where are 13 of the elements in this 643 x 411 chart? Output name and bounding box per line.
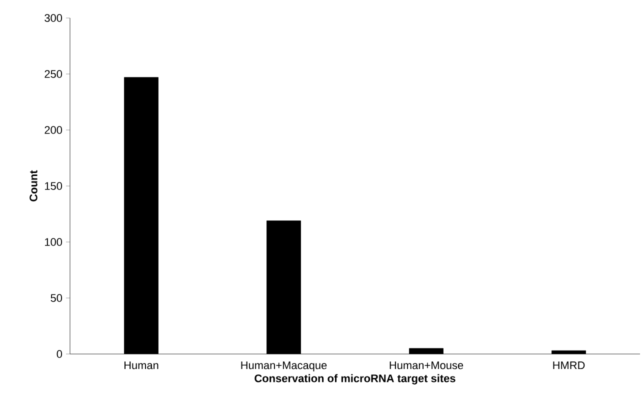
y-tick-label: 0: [56, 350, 62, 358]
x-tick-label: Human+Macaque: [241, 362, 327, 372]
y-tick-label: 300: [44, 14, 62, 22]
y-tick-label: 50: [50, 294, 62, 302]
y-axis-title: Count: [30, 170, 38, 202]
x-axis-title: Conservation of microRNA target sites: [254, 374, 456, 384]
y-tick-label: 200: [44, 126, 62, 134]
y-tick-label: 100: [45, 238, 62, 246]
y-tick-label: 250: [44, 70, 62, 78]
y-tick-label: 150: [45, 182, 62, 190]
x-tick-label: HMRD: [553, 362, 585, 370]
x-tick-label: Human+Mouse: [390, 362, 464, 370]
x-tick-label: Human: [124, 362, 158, 370]
